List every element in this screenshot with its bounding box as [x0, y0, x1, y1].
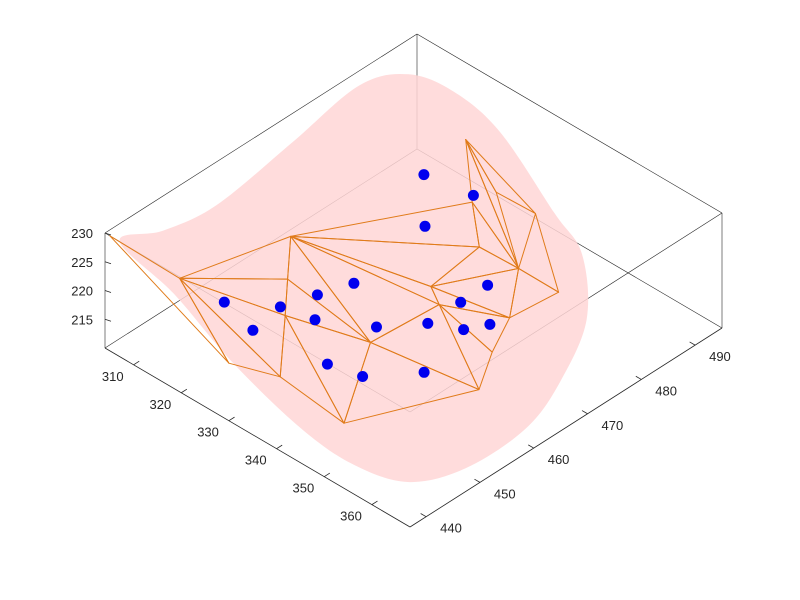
data-point: [418, 169, 430, 181]
y-tick-label: 480: [655, 383, 677, 398]
data-point: [348, 277, 360, 289]
y-tick: [581, 410, 588, 415]
z-tick: [104, 261, 112, 265]
data-point: [218, 296, 230, 308]
x-axis-line: [104, 347, 411, 528]
triangle-mesh: [109, 139, 560, 424]
x-tick: [276, 444, 283, 450]
y-tick: [420, 513, 427, 518]
x-tick-label: 350: [293, 481, 315, 496]
x-tick-label: 310: [102, 369, 124, 384]
data-point: [467, 189, 479, 201]
x-tick: [133, 360, 140, 366]
x-tick: [324, 472, 331, 477]
y-tick-label: 440: [440, 521, 462, 536]
data-point: [484, 318, 496, 330]
axis-ticks: 310 320 330 340 350 360 440 450 460 470 480 490 215 2…: [71, 226, 731, 536]
data-point: [419, 220, 431, 232]
z-tick-label: 220: [71, 284, 93, 299]
z-tick: [104, 232, 112, 236]
z-tick-label: 230: [71, 226, 93, 241]
data-point: [311, 289, 323, 301]
y-axis-line: [409, 327, 723, 528]
x-tick: [371, 500, 378, 505]
box-edge: [104, 33, 418, 234]
x-tick: [228, 416, 235, 422]
data-point: [357, 371, 369, 382]
y-tick: [635, 375, 642, 380]
data-point: [321, 358, 333, 370]
y-tick: [474, 478, 481, 483]
z-tick-label: 215: [71, 312, 93, 327]
x-tick-label: 330: [197, 425, 219, 440]
x-tick: [181, 388, 188, 394]
data-point: [274, 301, 286, 313]
data-point: [418, 366, 430, 378]
data-point: [455, 296, 467, 308]
box-edge: [416, 33, 723, 214]
x-tick-label: 360: [340, 509, 362, 524]
data-point: [422, 317, 434, 329]
data-point: [309, 314, 321, 326]
x-tick-label: 320: [150, 397, 172, 412]
y-tick-label: 490: [709, 349, 731, 364]
z-tick-label: 225: [71, 255, 93, 270]
y-tick-label: 450: [494, 486, 516, 501]
data-point: [482, 279, 494, 291]
y-tick: [528, 444, 534, 449]
z-tick: [104, 290, 112, 293]
y-tick-label: 470: [602, 418, 624, 433]
data-point: [458, 324, 470, 336]
mesh-triangle: [518, 213, 560, 293]
z-tick: [104, 318, 112, 322]
data-point: [371, 321, 382, 333]
mesh-triangle: [343, 341, 480, 424]
mesh-triangle: [290, 201, 480, 248]
data-points: [218, 169, 496, 382]
y-tick: [689, 341, 696, 346]
y-tick-label: 460: [548, 452, 570, 467]
data-point: [247, 324, 259, 336]
x-tick-label: 340: [245, 453, 267, 468]
mesh-triangle: [465, 139, 536, 215]
